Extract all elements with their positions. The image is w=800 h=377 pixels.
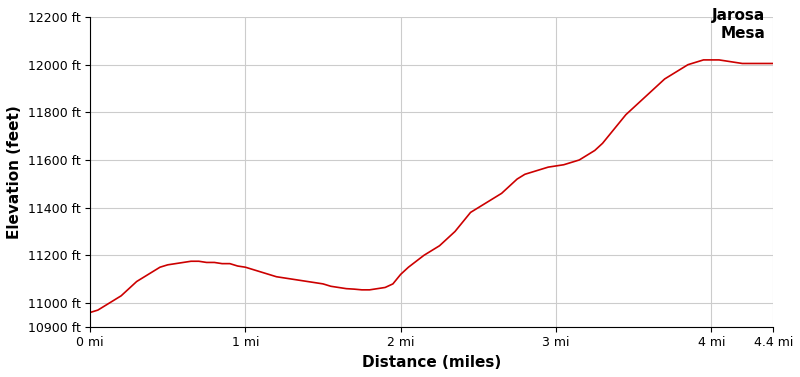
Y-axis label: Elevation (feet): Elevation (feet) — [7, 105, 22, 239]
Text: Jarosa
Mesa: Jarosa Mesa — [712, 8, 766, 41]
X-axis label: Distance (miles): Distance (miles) — [362, 355, 502, 370]
